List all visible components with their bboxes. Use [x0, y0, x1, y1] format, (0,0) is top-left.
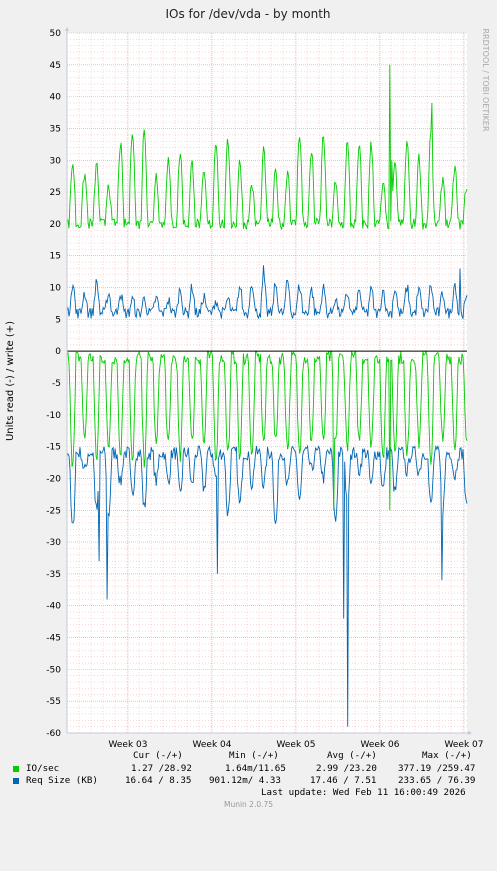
- legend-cur-iosec: 1.27 /28.92: [131, 763, 192, 774]
- legend-header-cur: Cur (-/+): [133, 750, 183, 761]
- x-axis-arrow: [468, 731, 472, 735]
- axes: Week 03 Week 04 Week 05 Week 06 Week 0750454…: [46, 27, 483, 750]
- y-tick-label: 10: [50, 284, 62, 294]
- legend-swatch-iosec: [13, 766, 19, 772]
- legend-avg-reqsize: 17.46 / 7.51: [310, 775, 377, 786]
- y-tick-label: 20: [50, 220, 62, 230]
- legend-label-iosec: IO/sec: [26, 763, 60, 774]
- y-tick-label: 50: [50, 29, 62, 39]
- y-tick-label: 25: [50, 188, 61, 198]
- legend-header-max: Max (-/+): [422, 750, 472, 761]
- y-tick-label: -45: [46, 634, 61, 644]
- legend-label-reqsize: Req Size (KB): [26, 775, 98, 786]
- y-tick-label: 5: [55, 315, 61, 325]
- chart-title: IOs for /dev/vda - by month: [165, 7, 330, 21]
- last-update: Last update: Wed Feb 11 16:00:49 2026: [261, 787, 466, 798]
- y-tick-label: -10: [46, 411, 61, 421]
- legend-max-reqsize: 233.65 / 76.39: [398, 775, 476, 786]
- y-tick-label: -35: [46, 570, 61, 580]
- y-tick-label: -25: [46, 506, 61, 516]
- x-tick-label: Week 06: [361, 740, 400, 750]
- series-iosec-write-line: [66, 64, 468, 230]
- legend-header-avg: Avg (-/+): [327, 750, 377, 761]
- legend-header-row: Cur (-/+) Min (-/+) Avg (-/+) Max (-/+): [0, 750, 497, 762]
- rrdtool-vertical-label: RRDTOOL / TOBI OETIKER: [481, 28, 490, 131]
- chart-canvas: Week 03 Week 04 Week 05 Week 06 Week 0750454…: [5, 7, 490, 750]
- y-tick-label: -40: [46, 602, 61, 612]
- series-reqsize-write-line: [66, 265, 468, 320]
- y-tick-label: 0: [55, 347, 61, 357]
- legend-max-iosec: 377.19 /259.47: [398, 763, 476, 774]
- y-tick-label: 35: [50, 124, 61, 134]
- y-tick-label: 45: [50, 61, 61, 71]
- legend-min-iosec: 1.64m/11.65: [225, 763, 286, 774]
- legend-row-reqsize: Req Size (KB) 16.64 / 8.35 901.12m/ 4.33…: [0, 775, 497, 787]
- legend-row-iosec: IO/sec 1.27 /28.92 1.64m/11.65 2.99 /23.…: [0, 763, 497, 775]
- munin-version: Munin 2.0.75: [223, 800, 274, 809]
- y-tick-label: -15: [46, 443, 61, 453]
- y-tick-label: -60: [46, 729, 61, 739]
- y-tick-label: -5: [52, 379, 61, 389]
- x-tick-label: Week 04: [193, 740, 232, 750]
- series-reqsize-read-line: [66, 444, 468, 727]
- x-tick-label: Week 07: [445, 740, 484, 750]
- series-iosec-read-line: [66, 349, 468, 511]
- y-tick-label: 30: [50, 156, 62, 166]
- y-tick-label: -50: [46, 665, 61, 675]
- legend-last-update-row: Last update: Wed Feb 11 16:00:49 2026: [0, 787, 497, 799]
- y-tick-label: -55: [46, 697, 61, 707]
- series-lines: [66, 64, 468, 727]
- legend-header-min: Min (-/+): [229, 750, 279, 761]
- y-tick-label: 40: [50, 93, 62, 103]
- y-tick-label: -20: [46, 474, 61, 484]
- x-tick-label: Week 03: [109, 740, 148, 750]
- legend-cur-reqsize: 16.64 / 8.35: [125, 775, 192, 786]
- y-tick-label: -30: [46, 538, 61, 548]
- x-tick-label: Week 05: [277, 740, 316, 750]
- y-tick-label: 15: [50, 252, 61, 262]
- legend-avg-iosec: 2.99 /23.20: [316, 763, 377, 774]
- y-axis-arrow: [65, 27, 69, 31]
- legend-min-reqsize: 901.12m/ 4.33: [209, 775, 281, 786]
- y-axis-label: Units read (-) / write (+): [5, 321, 16, 441]
- legend-swatch-reqsize: [13, 778, 19, 784]
